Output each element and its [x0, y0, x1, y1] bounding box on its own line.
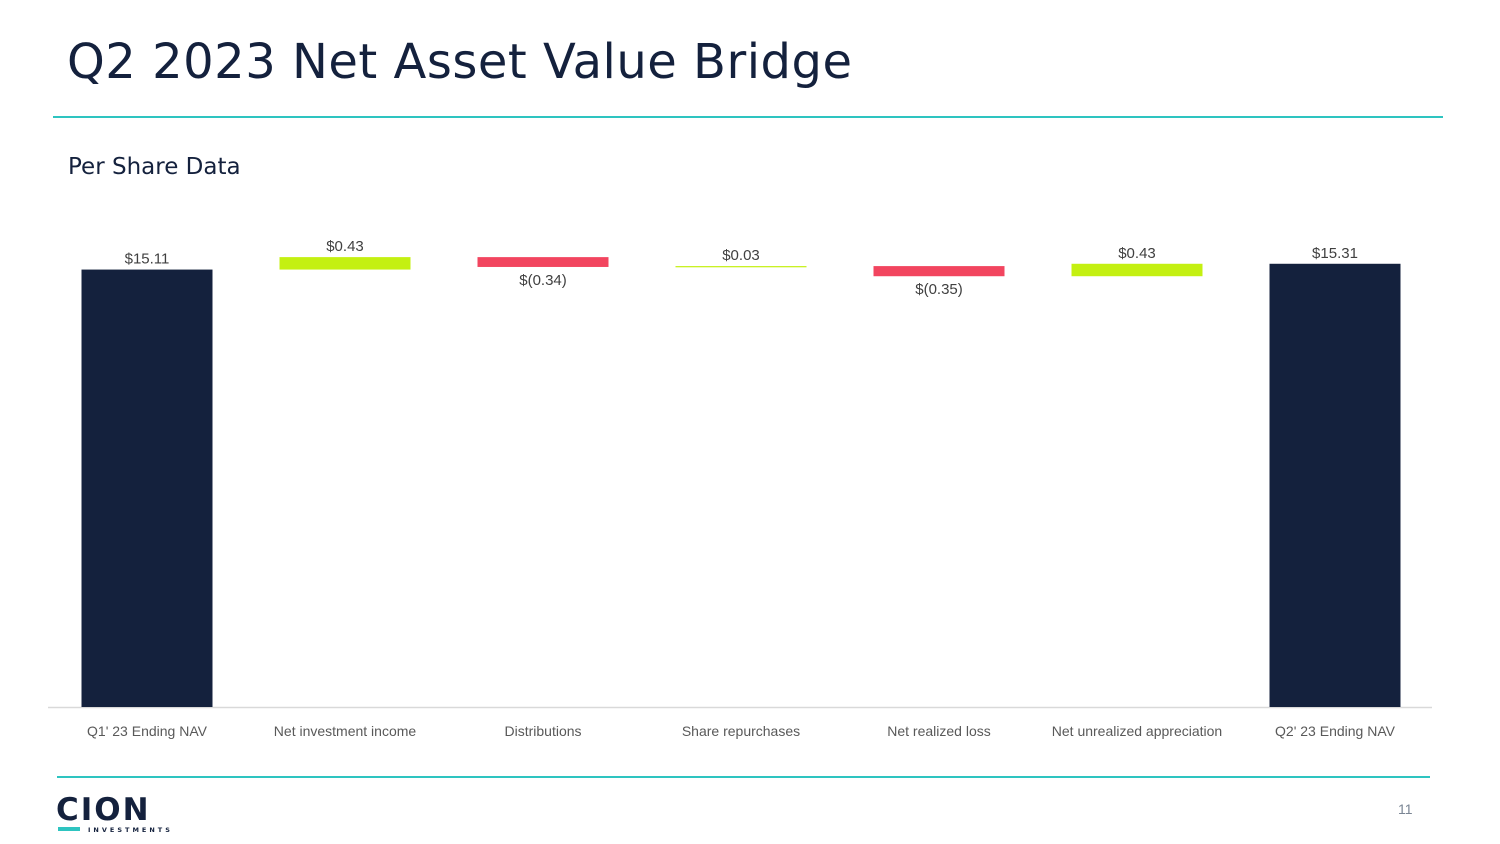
category-label-2: Net investment income	[274, 723, 417, 739]
bar-4	[675, 266, 807, 268]
title-divider	[53, 116, 1443, 118]
data-label-7: $15.31	[1312, 245, 1358, 262]
logo-accent-bar	[58, 827, 80, 831]
data-label-5: $(0.35)	[915, 281, 963, 298]
chart-subtitle: Per Share Data	[68, 154, 241, 180]
bar-7	[1269, 263, 1401, 707]
logo-subtext: INVESTMENTS	[88, 826, 173, 834]
page-number: 11	[1398, 801, 1413, 817]
data-label-2: $0.43	[326, 238, 364, 255]
category-label-5: Net realized loss	[887, 723, 991, 739]
bar-1	[81, 269, 213, 707]
category-label-1: Q1' 23 Ending NAV	[87, 723, 208, 739]
data-label-1: $15.11	[125, 251, 170, 268]
data-label-4: $0.03	[722, 247, 760, 264]
category-label-3: Distributions	[504, 723, 581, 739]
logo-wordmark: CION	[56, 792, 151, 828]
page-title: Q2 2023 Net Asset Value Bridge	[67, 34, 853, 90]
cion-logo: CION INVESTMENTS	[56, 792, 170, 835]
bar-6	[1071, 263, 1203, 277]
category-label-7: Q2' 23 Ending NAV	[1275, 723, 1396, 739]
category-label-6: Net unrealized appreciation	[1052, 723, 1222, 739]
bar-5	[873, 266, 1005, 277]
footer-divider	[57, 776, 1430, 778]
data-label-3: $(0.34)	[519, 272, 567, 289]
bar-2	[279, 257, 411, 270]
data-label-6: $0.43	[1118, 245, 1156, 262]
category-label-4: Share repurchases	[682, 723, 800, 739]
bar-3	[477, 257, 609, 267]
